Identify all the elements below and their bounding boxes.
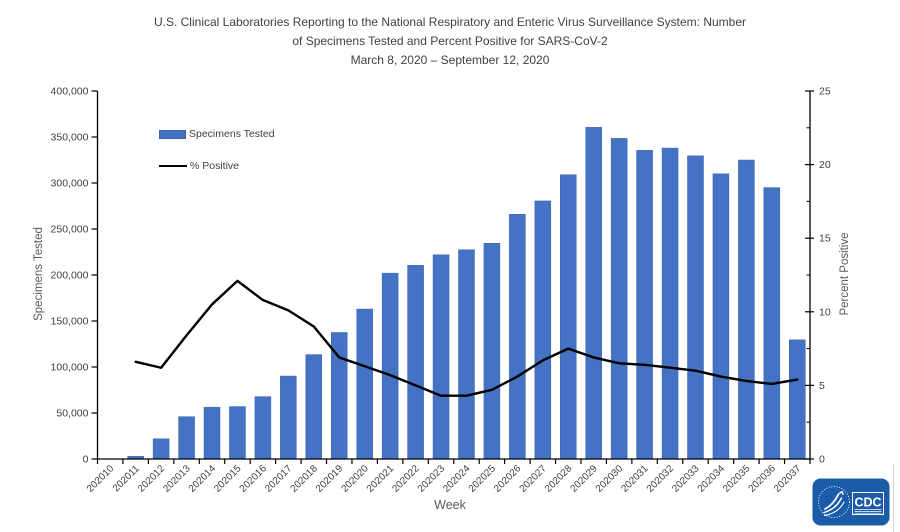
x-axis-tick-label: 202026 (492, 463, 524, 495)
left-axis-tick-label: 200,000 (51, 270, 89, 282)
left-axis-tick-label: 50,000 (56, 408, 88, 420)
bar-202033 (687, 155, 704, 460)
x-axis-tick-label: 202012 (136, 463, 168, 495)
right-axis-tick-label: 10 (819, 306, 831, 318)
chart-title: U.S. Clinical Laboratories Reporting to … (0, 13, 900, 70)
legend-item-positive: % Positive (159, 159, 275, 173)
x-axis-tick-label: 202034 (696, 463, 728, 495)
x-axis-tick-label: 202025 (467, 463, 499, 495)
bar-202017 (280, 375, 297, 460)
hhs-eagle-icon (818, 486, 850, 518)
bar-202012 (152, 438, 170, 460)
right-axis-tick-label: 5 (819, 380, 825, 392)
right-axis-tick-label: 25 (819, 86, 831, 98)
chart-legend: Specimens Tested % Positive (159, 127, 275, 191)
right-axis-tick-label: 20 (819, 159, 831, 171)
chart-title-line3: March 8, 2020 – September 12, 2020 (350, 53, 550, 67)
right-axis-title: Percent Positive (839, 232, 851, 316)
x-axis-tick-label: 202033 (670, 463, 702, 495)
x-axis-tick-label: 202037 (772, 463, 804, 495)
legend-positive-label: % Positive (190, 160, 240, 172)
left-axis-tick-label: 0 (83, 454, 89, 466)
x-axis-tick-label: 202035 (721, 463, 753, 495)
x-axis-title: Week (434, 498, 466, 512)
x-axis-tick-label: 202024 (441, 463, 473, 495)
x-axis-tick-label: 202017 (263, 463, 295, 495)
x-axis-tick-label: 202010 (85, 463, 117, 495)
left-axis-tick-label: 100,000 (51, 362, 89, 374)
bar-202035 (738, 159, 755, 460)
cdc-logo: CDC (812, 478, 890, 532)
bar-202024 (458, 249, 475, 460)
bar-202023 (432, 254, 450, 460)
bar-202018 (305, 354, 323, 460)
bar-202015 (229, 406, 246, 460)
x-axis-tick-label: 202023 (416, 463, 448, 495)
right-axis-tick-label: 0 (819, 454, 825, 466)
legend-item-specimens: Specimens Tested (159, 127, 275, 141)
bar-202029 (585, 127, 602, 460)
screen-edge (893, 464, 894, 532)
bar-202014 (203, 406, 221, 460)
bar-202013 (178, 416, 195, 460)
chart-title-line2: of Specimens Tested and Percent Positive… (292, 34, 608, 48)
bar-swatch-icon (159, 129, 186, 139)
bar-202025 (483, 243, 501, 460)
bar-202030 (610, 138, 628, 460)
bar-202026 (509, 214, 526, 460)
x-axis-tick-label: 202027 (518, 463, 550, 495)
x-axis-tick-label: 202015 (212, 463, 244, 495)
x-axis-tick-label: 202028 (543, 463, 575, 495)
x-axis-tick-label: 202022 (390, 463, 422, 495)
x-axis-tick-label: 202018 (289, 463, 321, 495)
bar-202031 (636, 150, 653, 460)
left-axis-tick-label: 400,000 (51, 86, 89, 98)
x-axis-tick-label: 202014 (187, 463, 219, 495)
legend-specimens-label: Specimens Tested (189, 128, 275, 140)
line-swatch-icon (159, 164, 187, 168)
x-axis-tick-label: 202013 (161, 463, 193, 495)
x-axis-tick-label: 202030 (594, 463, 626, 495)
x-axis-tick-label: 202019 (314, 463, 346, 495)
bar-202027 (534, 200, 552, 460)
x-axis-tick-label: 202029 (568, 463, 600, 495)
x-axis-tick-label: 202036 (747, 463, 779, 495)
x-axis-tick-label: 202020 (339, 463, 371, 495)
x-axis-tick-label: 202032 (645, 463, 677, 495)
bar-202021 (381, 272, 399, 460)
x-axis-tick-label: 202031 (619, 463, 651, 495)
cdc-logo-graphic: CDC (812, 478, 890, 526)
x-axis-tick-label: 202021 (365, 463, 397, 495)
bar-202016 (254, 396, 272, 460)
bar-202036 (763, 187, 781, 460)
left-axis-tick-label: 250,000 (51, 224, 89, 236)
left-axis-title: Specimens Tested (33, 227, 45, 321)
left-axis-tick-label: 350,000 (51, 132, 89, 144)
left-axis-tick-label: 150,000 (51, 316, 89, 328)
right-axis-tick-label: 15 (819, 233, 831, 245)
chart-title-line1: U.S. Clinical Laboratories Reporting to … (153, 15, 747, 29)
bar-202022 (407, 265, 424, 460)
svg-text:CDC: CDC (854, 496, 881, 510)
cdc-wordmark: CDC (852, 492, 884, 515)
bar-202020 (356, 308, 373, 460)
bar-202037 (789, 339, 806, 460)
bar-202028 (560, 174, 577, 460)
x-axis-tick-label: 202016 (238, 463, 270, 495)
left-axis-tick-label: 300,000 (51, 178, 89, 190)
bar-202034 (712, 173, 730, 460)
percent-positive-line (134, 279, 799, 397)
bar-202032 (661, 147, 679, 460)
